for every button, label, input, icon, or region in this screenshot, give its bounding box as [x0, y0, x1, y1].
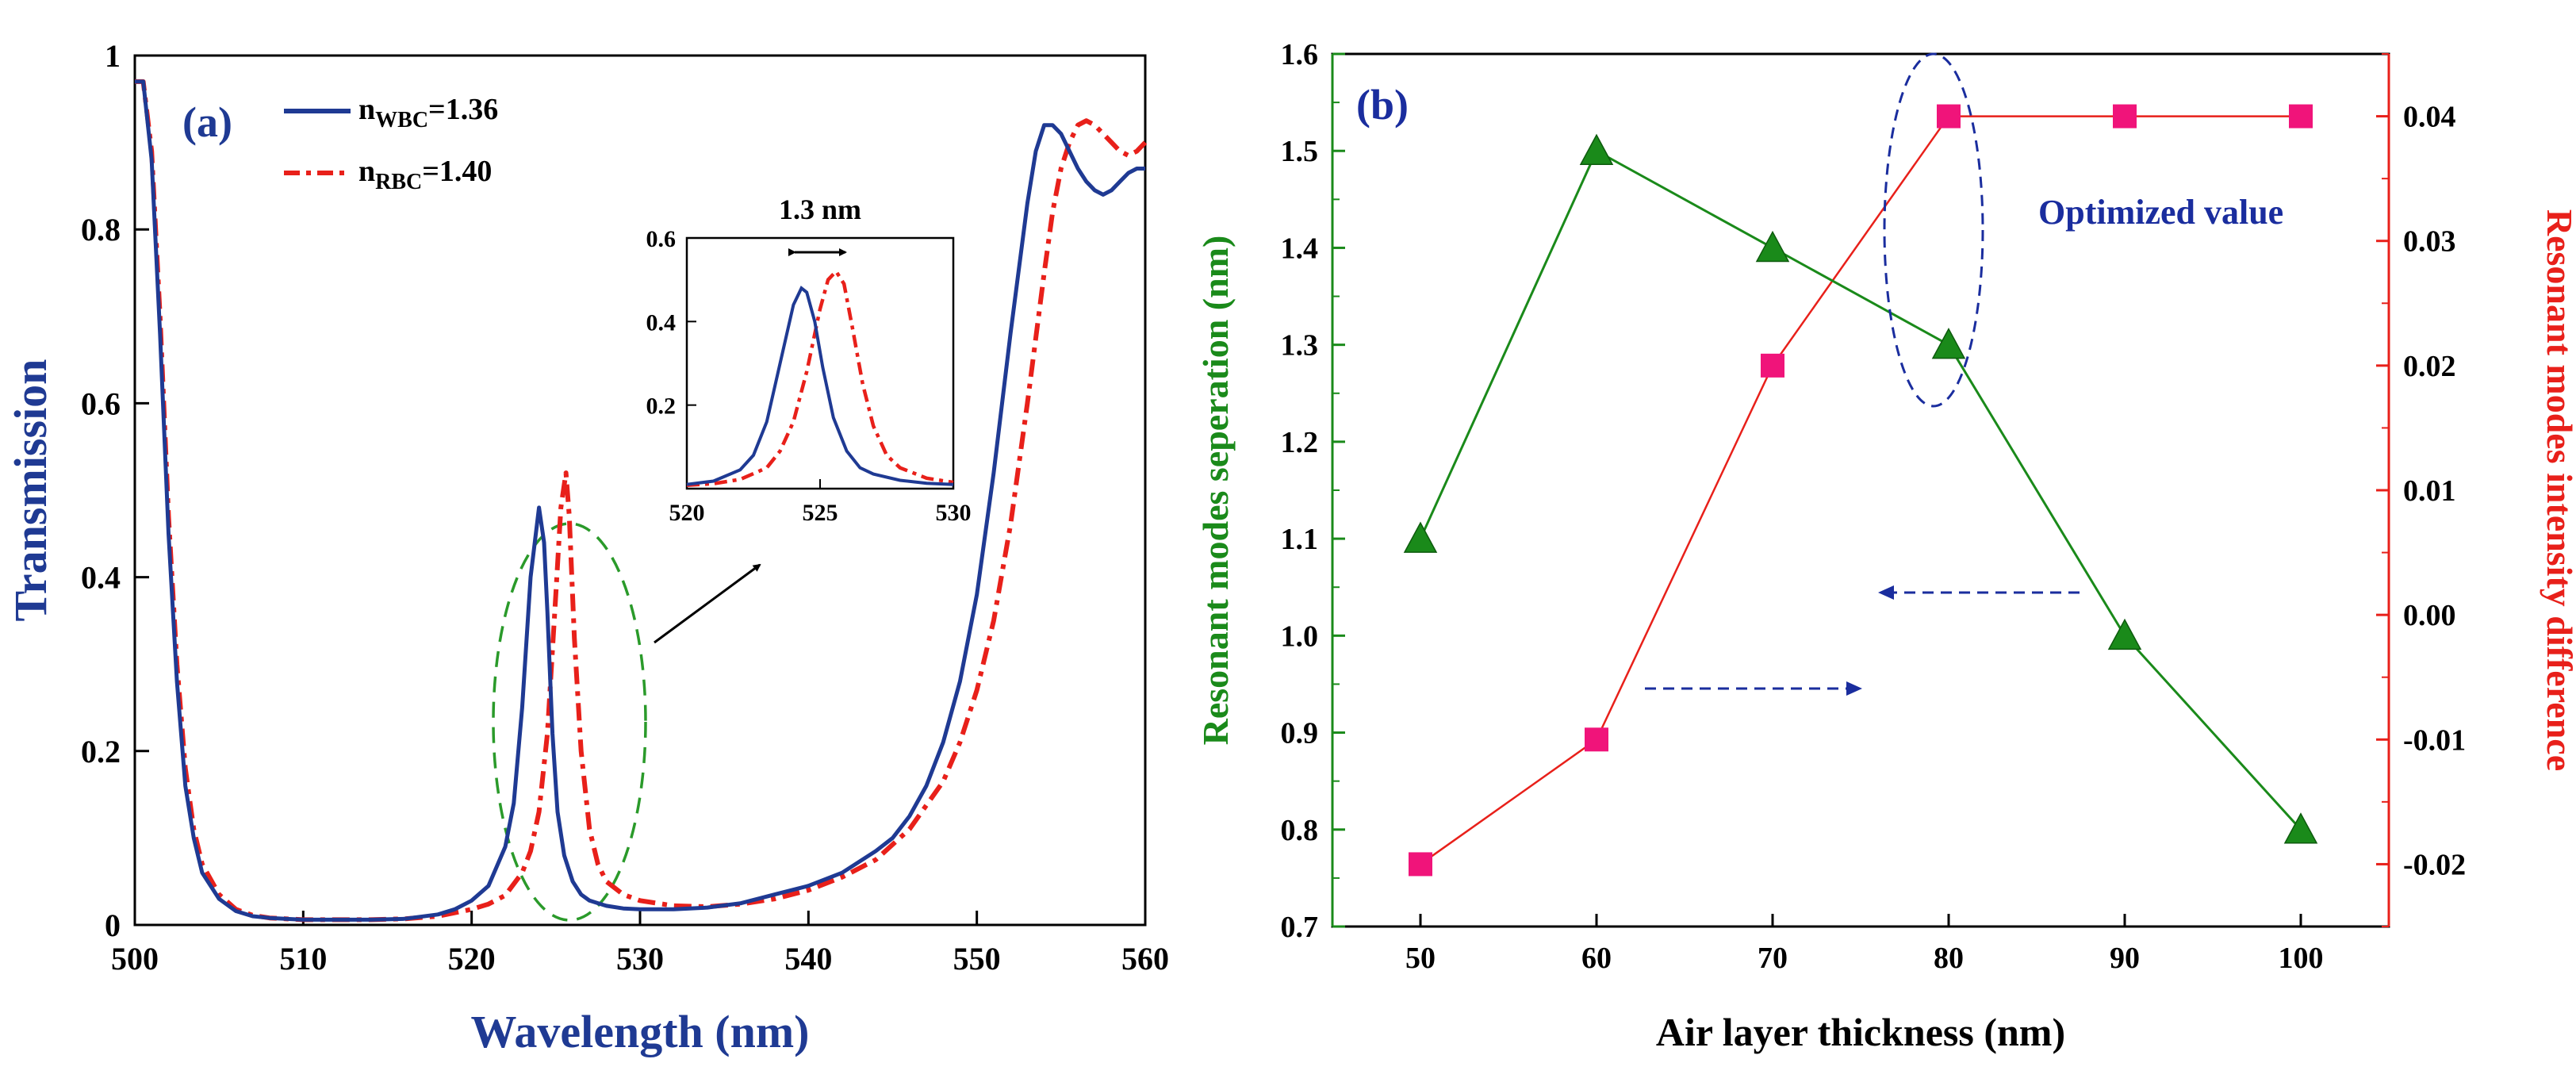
inset-x-tick-label-530: 530	[936, 500, 972, 526]
optimized-value-ellipse	[1883, 52, 1984, 408]
b-left-tick-label-1.5: 1.5	[1281, 135, 1319, 168]
b-right-tick-label-0.03: 0.03	[2403, 225, 2456, 259]
panel-a-ylabel: Transmission	[5, 359, 56, 622]
y-tick-label-0.4: 0.4	[81, 560, 121, 596]
y-tick-label-0: 0	[105, 907, 121, 943]
separation-point-50	[1403, 521, 1438, 553]
resonance-highlight-ellipse	[492, 522, 647, 922]
x-tick-label-500: 500	[111, 941, 159, 976]
b-right-tick-label-0.01: 0.01	[2403, 474, 2456, 508]
b-left-tick-label-1.0: 1.0	[1281, 620, 1319, 653]
panel-b-label: (b)	[1356, 81, 1409, 129]
y-tick-label-1: 1	[105, 38, 121, 74]
b-right-tick-label--0.01: -0.01	[2403, 723, 2466, 757]
b-right-tick-label-0.00: 0.00	[2403, 599, 2456, 632]
b-right-tick-label-0.02: 0.02	[2403, 350, 2456, 383]
inset-frame	[685, 236, 955, 490]
separation-point-100	[2283, 812, 2318, 844]
b-x-tick-label-100: 100	[2279, 942, 2324, 975]
b-left-tick-label-1.2: 1.2	[1281, 426, 1319, 459]
separation-point-60	[1579, 133, 1614, 165]
b-left-tick-label-0.8: 0.8	[1281, 814, 1319, 847]
inset-y-tick-label-0.6: 0.6	[646, 226, 677, 252]
series-line-wbc	[135, 79, 1145, 922]
panel-a-tick-labels: 500 510 520 530 540 550 560 0 0.2 0.4 0.6 0.8 1	[81, 38, 1169, 976]
panel-b-tick-labels: 50 60 70 80 90 100 0.7 0.8 0.9 1.0 1.1 1.2 1.3 1.4 1.5…	[1281, 38, 2467, 975]
panel-b-ticks	[1332, 52, 2389, 928]
x-tick-label-520: 520	[448, 941, 496, 976]
intensity-point-60	[1585, 727, 1608, 752]
separation-line	[1419, 149, 2302, 831]
x-tick-label-560: 560	[1121, 941, 1169, 976]
intensity-point-50	[1409, 852, 1432, 877]
inset-tick-labels: 520 525 530 0.2 0.4 0.6	[646, 226, 972, 526]
y-tick-label-0.6: 0.6	[81, 386, 121, 421]
panel-a-xlabel: Wavelength (nm)	[471, 1006, 810, 1057]
b-left-tick-label-0.9: 0.9	[1281, 717, 1319, 750]
panel-b-ylabel-right: Resonant modes intensity difference	[2540, 209, 2576, 771]
inset-x-tick-label-525: 525	[803, 500, 838, 526]
x-tick-label-530: 530	[616, 941, 664, 976]
intensity-point-70	[1761, 353, 1784, 378]
panel-a-label: (a)	[182, 98, 232, 146]
inset-chart: 520 525 530 0.2 0.4 0.6 1.3 nm	[646, 194, 972, 526]
panel-a-ticks	[133, 54, 1147, 927]
inset-x-tick-label-520: 520	[669, 500, 705, 526]
optimized-value-label: Optimized value	[2038, 193, 2283, 232]
x-tick-label-550: 550	[953, 941, 1001, 976]
x-tick-label-510: 510	[279, 941, 327, 976]
b-left-tick-label-1.3: 1.3	[1281, 329, 1319, 363]
intensity-difference-line	[1420, 115, 2301, 865]
panel-b-air-layer-chart: 50 60 70 80 90 100 0.7 0.8 0.9 1.0 1.1 1.2 1.3 1.4 1.5…	[1195, 38, 2576, 1054]
panel-a-legend: nWBC=1.36 nRBC=1.40	[284, 93, 498, 194]
b-right-tick-label--0.02: -0.02	[2403, 848, 2466, 881]
inset-y-tick-label-0.2: 0.2	[646, 393, 677, 420]
intensity-point-100	[2289, 104, 2313, 129]
inset-series-line-rbc	[686, 268, 954, 488]
separation-point-80	[1931, 328, 1966, 359]
panel-b-plot-frame	[1331, 52, 2390, 928]
b-left-tick-label-1.6: 1.6	[1281, 38, 1319, 71]
intensity-point-80	[1937, 104, 1961, 129]
legend-label-wbc: nWBC=1.36	[358, 93, 498, 132]
b-right-tick-label-0.04: 0.04	[2403, 101, 2456, 134]
panel-a-curves	[135, 79, 1148, 923]
b-x-tick-label-90: 90	[2110, 942, 2140, 975]
pointer-arrow	[654, 563, 761, 644]
b-left-tick-label-1.1: 1.1	[1281, 523, 1319, 556]
separation-point-70	[1755, 230, 1790, 263]
legend-label-rbc: nRBC=1.40	[358, 155, 492, 194]
b-left-tick-label-0.7: 0.7	[1281, 911, 1319, 944]
series-line-rbc	[135, 79, 1148, 923]
panel-b-series	[1403, 104, 2318, 877]
inset-series-line-wbc	[686, 286, 954, 486]
panel-a-plot-frame	[133, 54, 1147, 927]
separation-point-90	[2107, 618, 2142, 650]
b-x-tick-label-80: 80	[1934, 942, 1964, 975]
inset-annotation: 1.3 nm	[779, 194, 861, 225]
y-tick-label-0.2: 0.2	[81, 734, 121, 769]
inset-curves	[686, 268, 954, 488]
b-x-tick-label-50: 50	[1405, 942, 1436, 975]
b-x-tick-label-70: 70	[1758, 942, 1788, 975]
panel-b-ylabel-left: Resonant modes seperation (nm)	[1195, 236, 1236, 746]
inset-y-tick-label-0.4: 0.4	[646, 309, 677, 336]
b-x-tick-label-60: 60	[1581, 942, 1612, 975]
x-tick-label-540: 540	[784, 941, 832, 976]
y-tick-label-0.8: 0.8	[81, 212, 121, 247]
panel-b-xlabel: Air layer thickness (nm)	[1656, 1010, 2065, 1054]
intensity-point-90	[2113, 104, 2137, 129]
b-left-tick-label-1.4: 1.4	[1281, 232, 1319, 265]
